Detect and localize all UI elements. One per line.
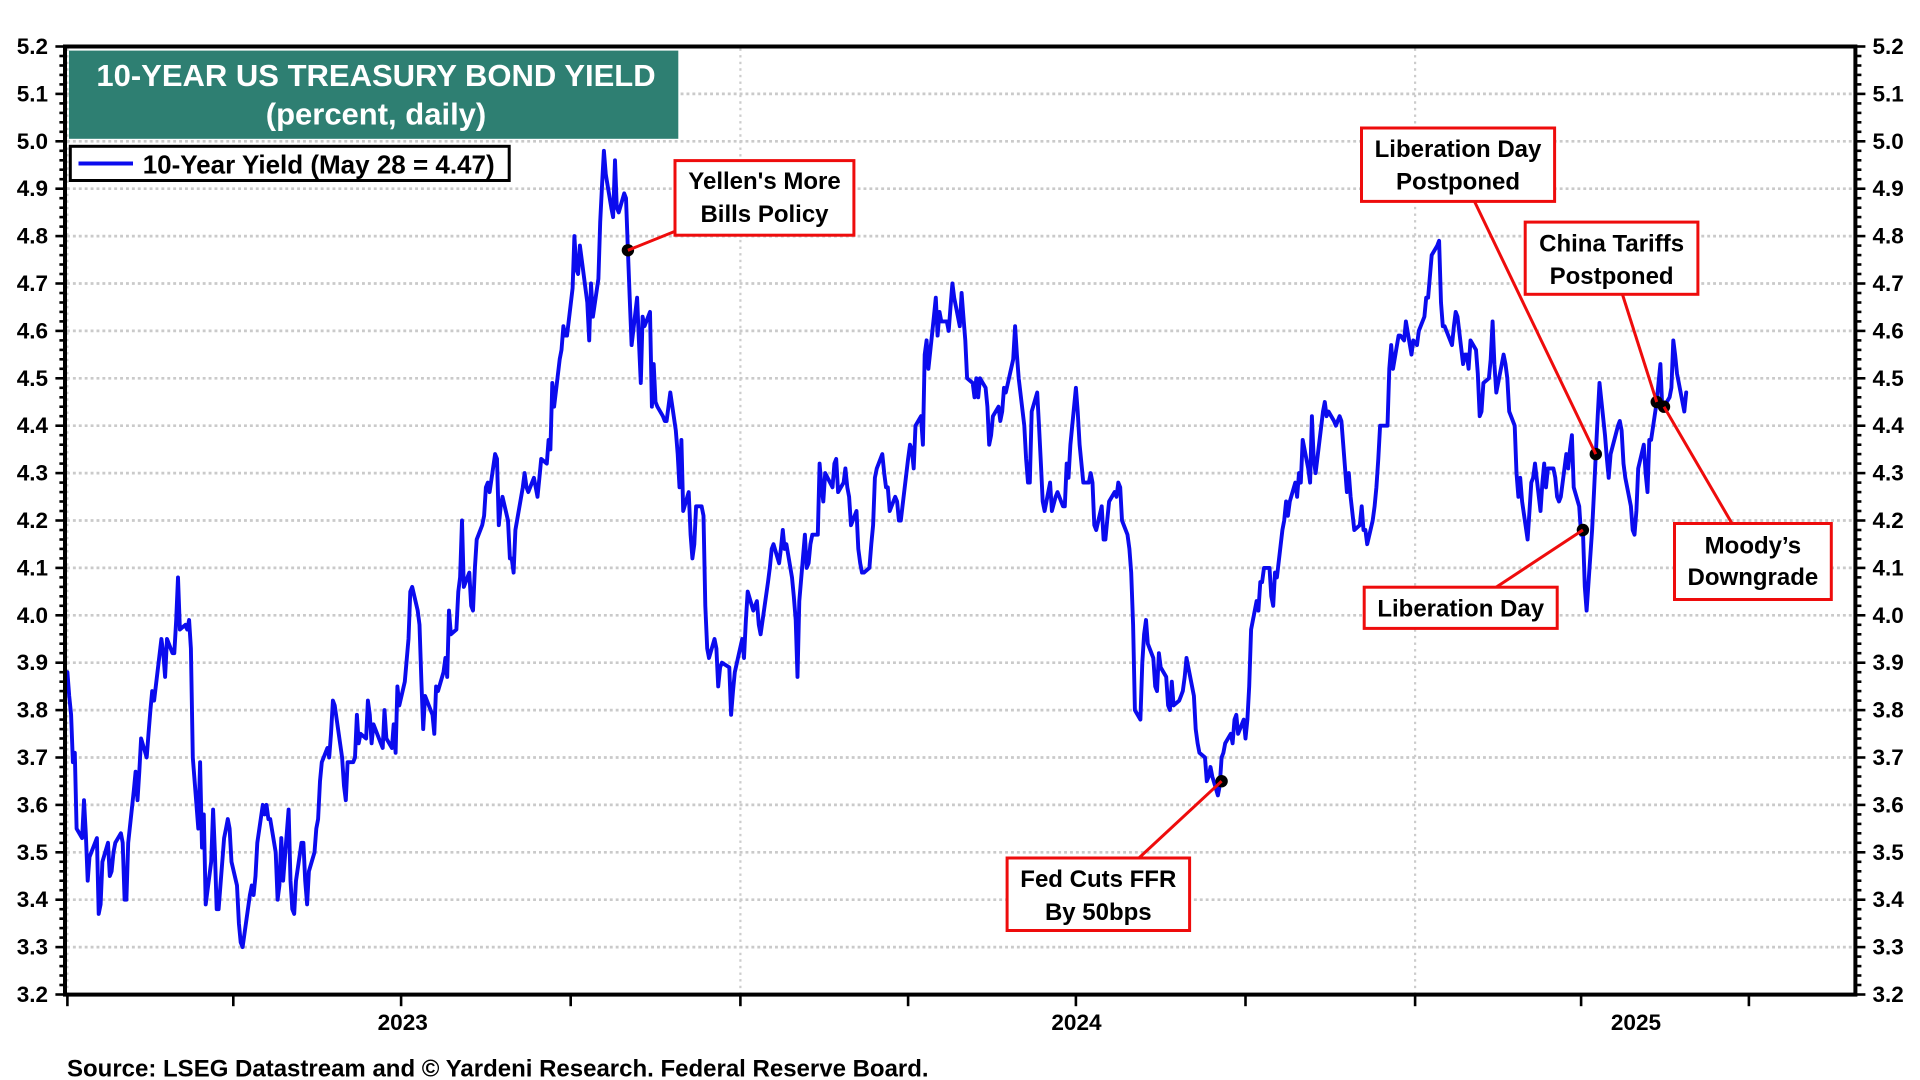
svg-text:4.7: 4.7	[17, 271, 48, 296]
svg-text:5.0: 5.0	[17, 129, 48, 154]
svg-text:4.4: 4.4	[17, 413, 49, 438]
svg-text:Moody’s: Moody’s	[1705, 533, 1801, 560]
svg-text:10-Year Yield (May 28 = 4.47): 10-Year Yield (May 28 = 4.47)	[143, 149, 495, 179]
svg-text:3.6: 3.6	[1873, 792, 1904, 817]
svg-text:Downgrade: Downgrade	[1688, 564, 1819, 591]
svg-text:4.8: 4.8	[17, 224, 48, 249]
svg-text:3.2: 3.2	[17, 982, 48, 1007]
svg-text:3.4: 3.4	[1873, 887, 1905, 912]
svg-text:3.8: 3.8	[1873, 698, 1904, 723]
svg-text:3.9: 3.9	[1873, 650, 1904, 675]
svg-text:3.9: 3.9	[17, 650, 48, 675]
svg-text:3.8: 3.8	[17, 698, 48, 723]
svg-text:4.0: 4.0	[17, 603, 48, 628]
svg-text:Bills Policy: Bills Policy	[700, 201, 829, 228]
svg-text:3.5: 3.5	[1873, 840, 1904, 865]
svg-text:Source: LSEG Datastream and ©: Source: LSEG Datastream and © Yardeni Re…	[67, 1056, 929, 1080]
svg-text:4.2: 4.2	[1873, 508, 1904, 533]
svg-text:Postponed: Postponed	[1396, 169, 1520, 196]
svg-text:4.5: 4.5	[1873, 366, 1904, 391]
svg-text:4.3: 4.3	[1873, 461, 1904, 486]
svg-text:3.3: 3.3	[17, 935, 48, 960]
svg-text:2025: 2025	[1611, 1010, 1661, 1035]
svg-text:4.4: 4.4	[1873, 413, 1905, 438]
svg-text:5.2: 5.2	[17, 34, 48, 59]
svg-text:Postponed: Postponed	[1550, 263, 1674, 290]
svg-text:Liberation Day: Liberation Day	[1377, 596, 1544, 623]
svg-text:3.7: 3.7	[17, 745, 48, 770]
svg-text:4.8: 4.8	[1873, 224, 1904, 249]
svg-text:5.0: 5.0	[1873, 129, 1904, 154]
svg-text:3.7: 3.7	[1873, 745, 1904, 770]
svg-text:4.6: 4.6	[17, 318, 48, 343]
svg-text:4.1: 4.1	[17, 555, 48, 580]
svg-text:4.9: 4.9	[1873, 176, 1904, 201]
svg-text:4.1: 4.1	[1873, 555, 1904, 580]
svg-text:5.1: 5.1	[1873, 81, 1904, 106]
svg-text:3.3: 3.3	[1873, 935, 1904, 960]
svg-text:2024: 2024	[1051, 1010, 1102, 1035]
svg-text:4.0: 4.0	[1873, 603, 1904, 628]
svg-text:5.2: 5.2	[1873, 34, 1904, 59]
svg-text:Liberation Day: Liberation Day	[1375, 136, 1542, 163]
svg-text:3.6: 3.6	[17, 792, 48, 817]
svg-text:4.7: 4.7	[1873, 271, 1904, 296]
svg-text:10-YEAR US TREASURY BOND YIELD: 10-YEAR US TREASURY BOND YIELD	[96, 58, 655, 93]
svg-text:Fed Cuts FFR: Fed Cuts FFR	[1020, 866, 1176, 893]
svg-text:By 50bps: By 50bps	[1045, 899, 1152, 926]
svg-text:3.4: 3.4	[17, 887, 49, 912]
svg-text:4.9: 4.9	[17, 176, 48, 201]
svg-text:China Tariffs: China Tariffs	[1539, 230, 1684, 257]
svg-text:4.2: 4.2	[17, 508, 48, 533]
svg-text:Yellen's More: Yellen's More	[688, 168, 840, 195]
svg-text:2023: 2023	[378, 1010, 428, 1035]
svg-text:4.6: 4.6	[1873, 318, 1904, 343]
svg-text:4.3: 4.3	[17, 461, 48, 486]
svg-text:(percent, daily): (percent, daily)	[266, 97, 487, 132]
svg-text:5.1: 5.1	[17, 81, 48, 106]
svg-text:4.5: 4.5	[17, 366, 48, 391]
svg-text:3.5: 3.5	[17, 840, 48, 865]
svg-text:3.2: 3.2	[1873, 982, 1904, 1007]
